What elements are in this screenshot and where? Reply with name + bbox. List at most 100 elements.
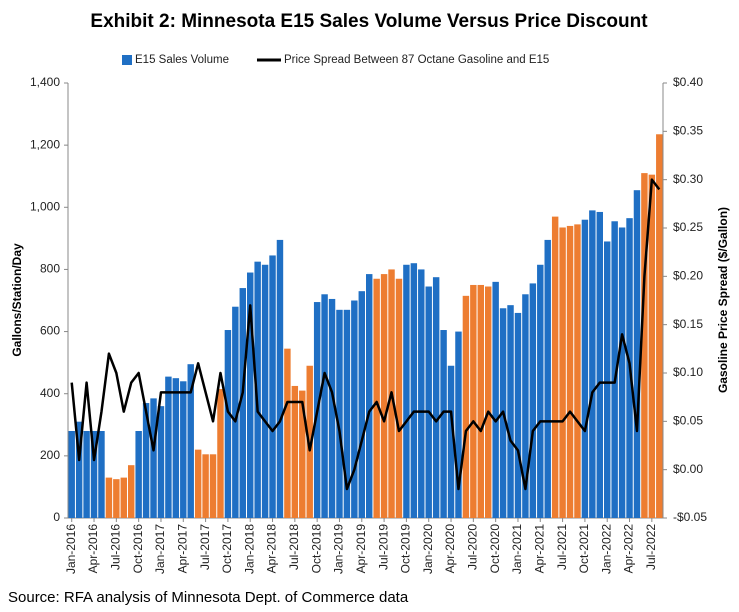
bar [343, 309, 351, 518]
x-tick-label: Jan-2017 [153, 524, 167, 574]
bar [90, 431, 98, 518]
bar [105, 477, 113, 518]
bar [351, 300, 358, 518]
bar [269, 255, 276, 519]
bar [157, 406, 165, 518]
x-tick-label: Oct-2019 [399, 524, 413, 574]
bar [113, 479, 120, 518]
bar [492, 281, 499, 518]
bar [522, 294, 529, 518]
y-axis-title: Gallons/Station/Day [10, 243, 24, 357]
bar [172, 378, 180, 518]
bar [455, 331, 462, 518]
bar [447, 365, 455, 518]
bar [366, 274, 373, 518]
bar [98, 431, 105, 518]
x-tick-label: Apr-2018 [265, 524, 279, 574]
x-tick-label: Jan-2022 [599, 524, 613, 574]
bar [380, 274, 388, 518]
bar [180, 381, 187, 518]
bar [403, 264, 410, 518]
y2-tick-label: $0.35 [673, 124, 703, 138]
x-tick-label: Apr-2022 [622, 524, 636, 574]
bar [209, 454, 217, 518]
bar [232, 306, 239, 518]
bar [128, 465, 135, 518]
y2-tick-label: $0.40 [673, 75, 703, 89]
bar [604, 241, 611, 518]
bar [336, 309, 343, 518]
bar [529, 283, 537, 518]
y2-tick-label: -$0.05 [673, 510, 707, 524]
x-tick-label: Jul-2019 [376, 524, 390, 570]
legend-swatch [122, 55, 132, 65]
bar [202, 454, 209, 518]
bar [544, 239, 551, 519]
y-tick-label: 200 [40, 448, 60, 462]
bar [135, 431, 142, 518]
bar [633, 190, 641, 519]
bar [507, 305, 514, 518]
bar [425, 286, 432, 518]
bar [68, 431, 75, 518]
x-tick-label: Jul-2022 [644, 524, 658, 570]
y2-tick-label: $0.20 [673, 269, 703, 283]
y2-axis-title: Gasoline Price Spread ($/Gallon) [716, 207, 730, 393]
y2-tick-label: $0.10 [673, 365, 703, 379]
bar [418, 269, 425, 518]
x-tick-label: Apr-2019 [354, 524, 368, 574]
x-tick-label: Oct-2021 [577, 524, 591, 574]
bar [291, 385, 299, 518]
bar [514, 312, 522, 518]
bar [306, 365, 313, 518]
y2-tick-label: $0.00 [673, 462, 703, 476]
bar [470, 284, 477, 518]
x-tick-label: Jan-2020 [421, 524, 435, 574]
y-tick-label: 400 [40, 386, 60, 400]
bar [217, 389, 224, 518]
bar [373, 278, 380, 518]
bar [462, 295, 470, 518]
x-tick-label: Apr-2020 [443, 524, 457, 574]
y2-tick-label: $0.30 [673, 172, 703, 186]
bar [611, 221, 618, 518]
x-tick-label: Oct-2016 [131, 524, 145, 574]
bar [559, 227, 566, 518]
bar [395, 278, 403, 518]
bar [596, 211, 603, 519]
bar [284, 348, 291, 518]
x-tick-label: Apr-2016 [86, 524, 100, 574]
y2-tick-label: $0.05 [673, 414, 703, 428]
bar [165, 376, 172, 518]
bar [83, 431, 90, 518]
bar [276, 239, 284, 519]
bar [648, 174, 656, 519]
x-tick-label: Jul-2018 [287, 524, 301, 570]
bar [574, 224, 581, 518]
bar [299, 390, 306, 518]
y-tick-label: 800 [40, 262, 60, 276]
y-tick-label: 1,200 [30, 137, 60, 151]
bar [224, 330, 232, 518]
x-tick-label: Jul-2017 [198, 524, 212, 570]
x-tick-label: Jan-2021 [510, 524, 524, 574]
y2-tick-label: $0.15 [673, 317, 703, 331]
bar [410, 263, 418, 518]
bar [142, 403, 150, 518]
bar [247, 272, 254, 518]
bar [187, 364, 194, 518]
bar [551, 216, 559, 518]
legend-label: Price Spread Between 87 Octane Gasoline … [284, 54, 549, 66]
x-tick-label: Oct-2020 [488, 524, 502, 574]
x-tick-label: Apr-2017 [175, 524, 189, 574]
bar [589, 210, 596, 518]
x-tick-label: Oct-2017 [220, 524, 234, 574]
x-tick-label: Apr-2021 [532, 524, 546, 574]
bar [328, 298, 336, 518]
y-tick-label: 1,400 [30, 75, 60, 89]
y-tick-label: 0 [53, 510, 60, 524]
bar [194, 449, 202, 518]
bar [477, 284, 484, 518]
y-tick-label: 1,000 [30, 199, 60, 213]
